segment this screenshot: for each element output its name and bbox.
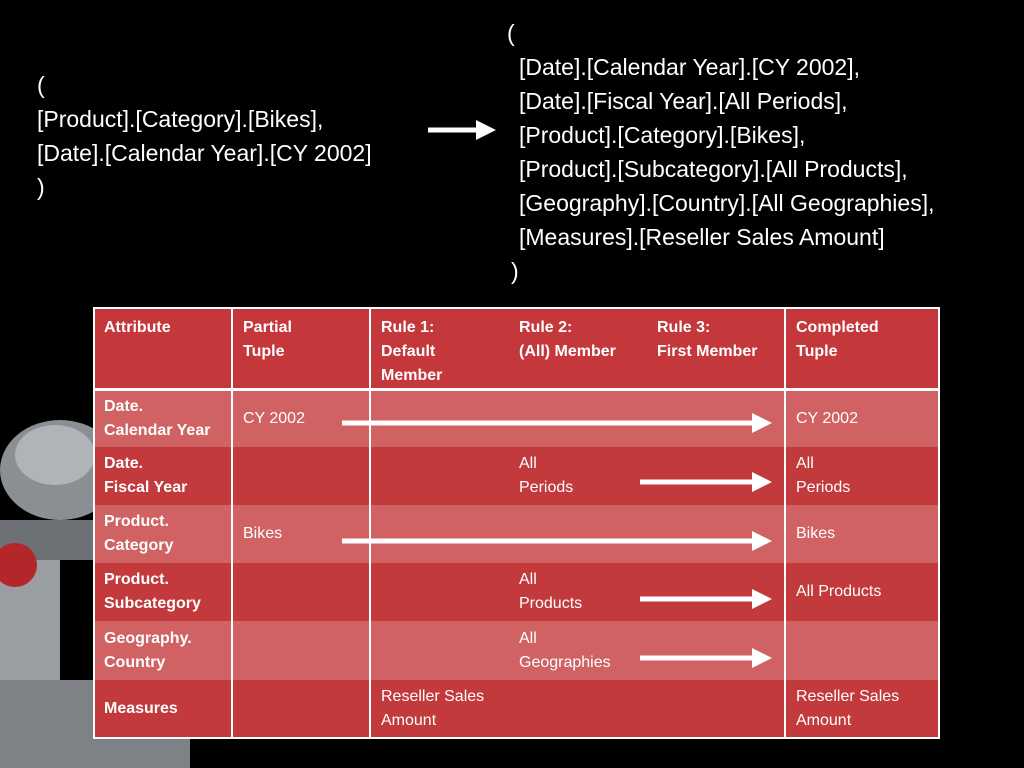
robot-light (0, 543, 37, 587)
header-cell: Rule 2: (All) Member (519, 319, 616, 360)
robot-dome-shine (15, 425, 95, 485)
right-tuple-line: ( (507, 20, 515, 46)
value-cell: Bikes (796, 525, 836, 542)
header-cell: Attribute (104, 319, 171, 336)
value-cell: Bikes (243, 525, 283, 542)
attribute-cell: Geography. Country (104, 629, 192, 671)
value-cell: Reseller Sales Amount (381, 688, 485, 729)
row-bg (93, 447, 940, 505)
value-cell: Reseller Sales Amount (796, 688, 900, 729)
header-cell: Partial Tuple (243, 319, 292, 360)
table-border (93, 307, 95, 739)
row-bg (93, 563, 940, 621)
table-border (784, 307, 786, 739)
right-tuple-line: [Product].[Subcategory].[All Products], (519, 156, 908, 182)
table-border (231, 307, 233, 739)
value-cell: CY 2002 (243, 409, 305, 427)
value-cell: All Geographies (519, 629, 611, 671)
attribute-cell: Product. Subcategory (104, 571, 201, 612)
value-cell: All Products (519, 571, 583, 612)
left-tuple-line: [Product].[Category].[Bikes], (37, 106, 324, 132)
row-bg (93, 505, 940, 563)
row-bg (93, 621, 940, 680)
row-bg (93, 680, 940, 738)
right-tuple-line: [Measures].[Reseller Sales Amount] (519, 224, 885, 250)
left-tuple-line: [Date].[Calendar Year].[CY 2002] (37, 140, 372, 166)
right-tuple-line: [Date].[Calendar Year].[CY 2002], (519, 54, 860, 80)
value-cell: All Products (796, 583, 882, 600)
value-cell: All Periods (519, 455, 574, 496)
table-border (93, 388, 940, 391)
attribute-cell: Product. Category (104, 513, 174, 554)
value-cell: CY 2002 (796, 409, 858, 427)
right-tuple-line: [Geography].[Country].[All Geographies], (519, 190, 935, 216)
header-bg (93, 307, 940, 390)
attribute-cell: Date. Fiscal Year (104, 455, 188, 496)
row-bg (93, 390, 940, 447)
table-border (938, 307, 940, 739)
header-cell: Completed Tuple (796, 319, 879, 360)
header-cell: Rule 1: Default Member (381, 319, 443, 384)
right-tuple-line: [Product].[Category].[Bikes], (519, 122, 806, 148)
table-border (93, 737, 940, 739)
attribute-cell: Date. Calendar Year (104, 397, 211, 439)
left-tuple-line: ( (37, 72, 45, 98)
right-tuple-line: [Date].[Fiscal Year].[All Periods], (519, 88, 848, 114)
value-cell: All Periods (796, 455, 851, 496)
table-border (93, 307, 940, 309)
attribute-cell: Measures (104, 700, 178, 717)
left-tuple-line: ) (37, 174, 45, 200)
table-border (369, 307, 371, 739)
right-tuple-line: ) (511, 258, 519, 284)
header-cell: Rule 3: First Member (657, 319, 758, 360)
